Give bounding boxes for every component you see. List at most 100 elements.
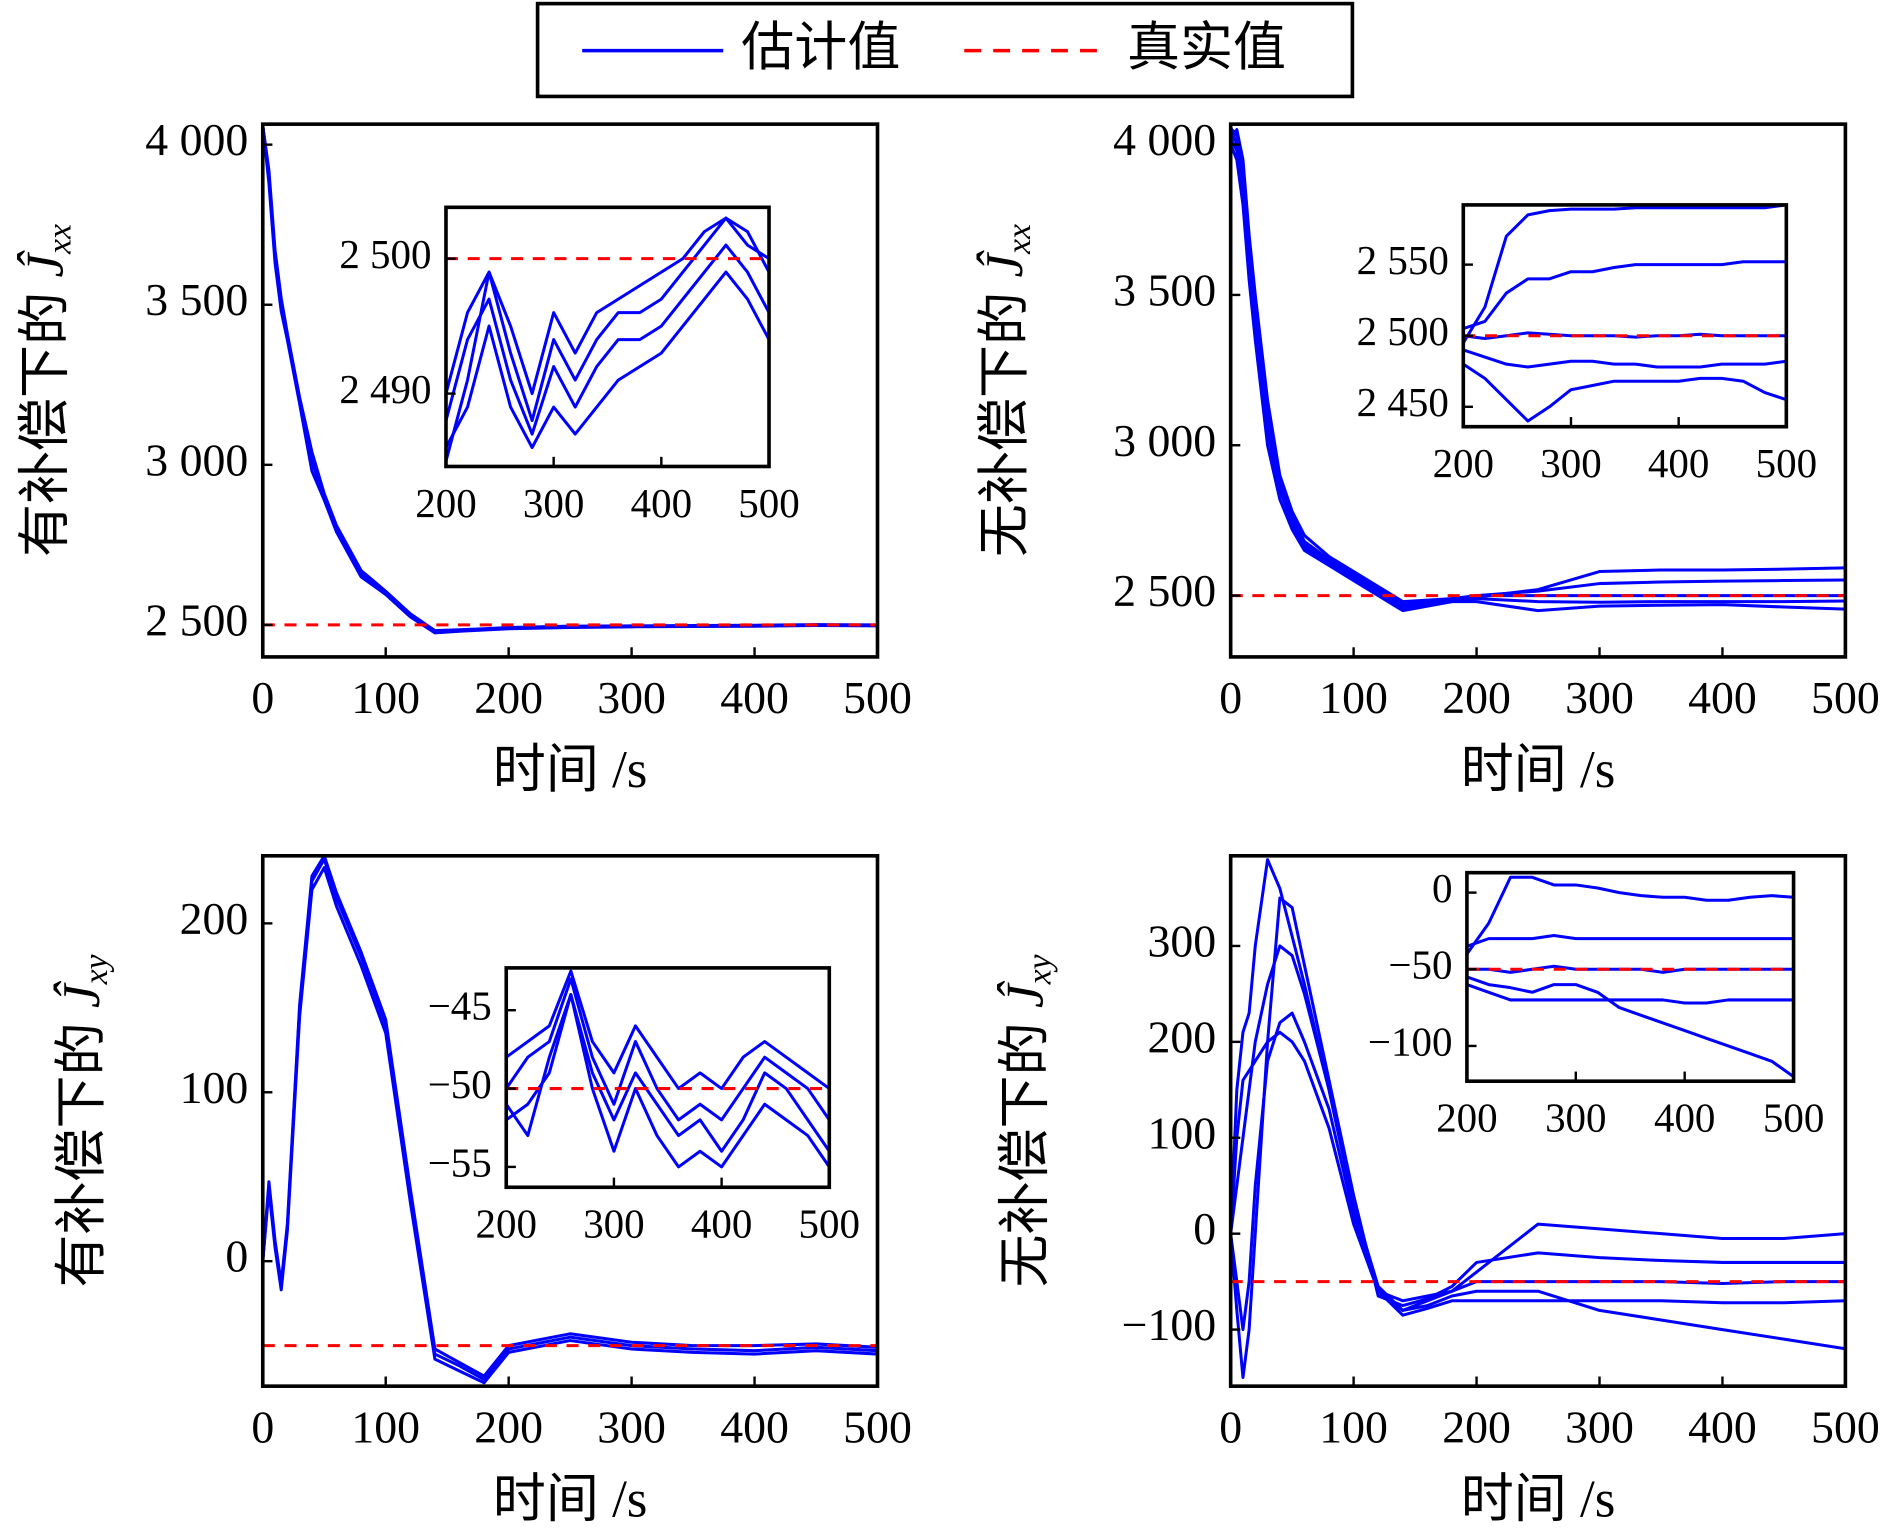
y-tick-label: 2 490 xyxy=(339,366,431,412)
x-tick-label: 500 xyxy=(843,1401,912,1452)
estimate-line xyxy=(262,855,878,1378)
plot-area xyxy=(262,125,878,635)
axes-frame xyxy=(1465,870,1796,1084)
estimate-line xyxy=(1463,362,1787,423)
legend-label: 真实值 xyxy=(1127,19,1286,77)
x-tick-label: 300 xyxy=(1545,1095,1606,1141)
estimate-line xyxy=(1230,126,1846,613)
axes-background xyxy=(445,207,770,467)
y-tick-label: 2 500 xyxy=(339,231,431,277)
x-tick-label: 500 xyxy=(799,1201,860,1247)
y-tick-label: −50 xyxy=(428,1061,492,1107)
y-axis-label: 有补偿下的 Ĵxy xyxy=(53,954,115,1287)
y-tick-label: 0 xyxy=(225,1231,248,1282)
y-axis-label: 无补偿下的 Ĵxy xyxy=(997,954,1059,1287)
axes-background xyxy=(1466,872,1794,1082)
estimate-line xyxy=(1466,934,1794,948)
x-tick-label: 400 xyxy=(631,480,692,526)
y-tick-label: −100 xyxy=(1368,1018,1453,1064)
x-tick-label: 400 xyxy=(1688,1401,1757,1452)
x-tick-label: 0 xyxy=(251,672,274,723)
axes-background xyxy=(506,967,830,1188)
axes-frame xyxy=(1228,853,1848,1388)
x-axis-label: 时间 /s xyxy=(1461,1470,1616,1528)
x-tick-label: 200 xyxy=(1436,1095,1497,1141)
axes-background xyxy=(1463,204,1787,427)
x-tick-label: 500 xyxy=(1811,672,1880,723)
x-axis-label: 时间 /s xyxy=(493,1470,648,1528)
axes-frame xyxy=(260,122,880,659)
y-tick-label: 200 xyxy=(180,893,249,944)
axes-frame xyxy=(1228,122,1848,659)
y-tick-label: −50 xyxy=(1388,942,1452,988)
y-tick-label: 3 500 xyxy=(1113,264,1216,315)
y-axis-label-text: 有补偿下的 xyxy=(53,1022,111,1287)
y-axis-label-subscript: xx xyxy=(1001,224,1038,255)
x-tick-label: 500 xyxy=(1763,1095,1824,1141)
y-tick-label: 3 000 xyxy=(145,434,248,485)
y-axis-label-subscript: xy xyxy=(1021,954,1058,985)
x-tick-label: 200 xyxy=(1433,440,1494,486)
y-axis-label: 无补偿下的 Ĵxx xyxy=(976,224,1038,557)
y-tick-label: 100 xyxy=(180,1062,249,1113)
x-tick-label: 400 xyxy=(1648,440,1709,486)
x-tick-label: 300 xyxy=(1565,1401,1634,1452)
plot-area xyxy=(506,969,830,1169)
y-axis-label-symbol: Ĵ xyxy=(976,250,1034,278)
estimate-line xyxy=(506,977,830,1122)
x-tick-label: 500 xyxy=(1811,1401,1880,1452)
y-tick-label: −45 xyxy=(428,983,492,1029)
x-tick-label: 500 xyxy=(1756,440,1817,486)
x-tick-label: 100 xyxy=(351,672,420,723)
x-tick-label: 200 xyxy=(476,1201,537,1247)
y-axis-label-text: 无补偿下的 xyxy=(997,1022,1055,1287)
y-axis-label: 有补偿下的 Ĵxx xyxy=(17,224,79,557)
x-tick-label: 400 xyxy=(720,672,789,723)
y-tick-label: 200 xyxy=(1148,1011,1217,1062)
y-tick-label: 2 450 xyxy=(1357,379,1449,425)
x-tick-label: 0 xyxy=(251,1401,274,1452)
y-axis-label-symbol: Ĵ xyxy=(997,980,1055,1008)
plot-area xyxy=(445,216,770,462)
y-axis-label-text: 无补偿下的 xyxy=(976,292,1034,557)
estimate-line xyxy=(1230,1030,1846,1351)
legend-label: 估计值 xyxy=(741,19,900,77)
estimate-line xyxy=(1463,204,1787,344)
x-tick-label: 300 xyxy=(597,672,666,723)
estimate-line xyxy=(1466,983,1794,1005)
y-tick-label: 3 500 xyxy=(145,274,248,325)
y-tick-label: 2 500 xyxy=(145,594,248,645)
x-tick-label: 200 xyxy=(474,672,543,723)
plot-area xyxy=(262,855,878,1385)
x-tick-label: 100 xyxy=(1319,1401,1388,1452)
x-tick-label: 300 xyxy=(523,480,584,526)
x-tick-label: 200 xyxy=(1442,672,1511,723)
plot-area xyxy=(1466,875,1794,1078)
x-tick-label: 500 xyxy=(843,672,912,723)
y-axis-label-subscript: xy xyxy=(78,954,115,985)
y-tick-label: 100 xyxy=(1148,1107,1217,1158)
axes-frame xyxy=(444,205,771,469)
y-axis-label-symbol: Ĵ xyxy=(17,250,75,278)
x-tick-label: 400 xyxy=(1688,672,1757,723)
estimate-line xyxy=(506,993,830,1169)
x-tick-label: 300 xyxy=(583,1201,644,1247)
y-tick-label: 2 500 xyxy=(1113,565,1216,616)
x-tick-label: 500 xyxy=(738,480,799,526)
y-tick-label: −55 xyxy=(428,1139,492,1185)
estimate-line xyxy=(1230,1011,1846,1332)
x-tick-label: 400 xyxy=(1654,1095,1715,1141)
x-tick-label: 400 xyxy=(691,1201,752,1247)
x-tick-label: 300 xyxy=(597,1401,666,1452)
axes-frame xyxy=(504,966,832,1190)
estimate-line xyxy=(1466,875,1794,955)
y-axis-label-subscript: xx xyxy=(41,224,78,255)
axes-frame xyxy=(1461,203,1789,429)
estimate-line xyxy=(1463,348,1787,369)
estimate-line xyxy=(1466,975,1794,1078)
estimate-line xyxy=(1230,128,1846,604)
estimate-line xyxy=(445,216,770,462)
axes-frame xyxy=(260,853,880,1388)
estimate-line xyxy=(506,993,830,1153)
